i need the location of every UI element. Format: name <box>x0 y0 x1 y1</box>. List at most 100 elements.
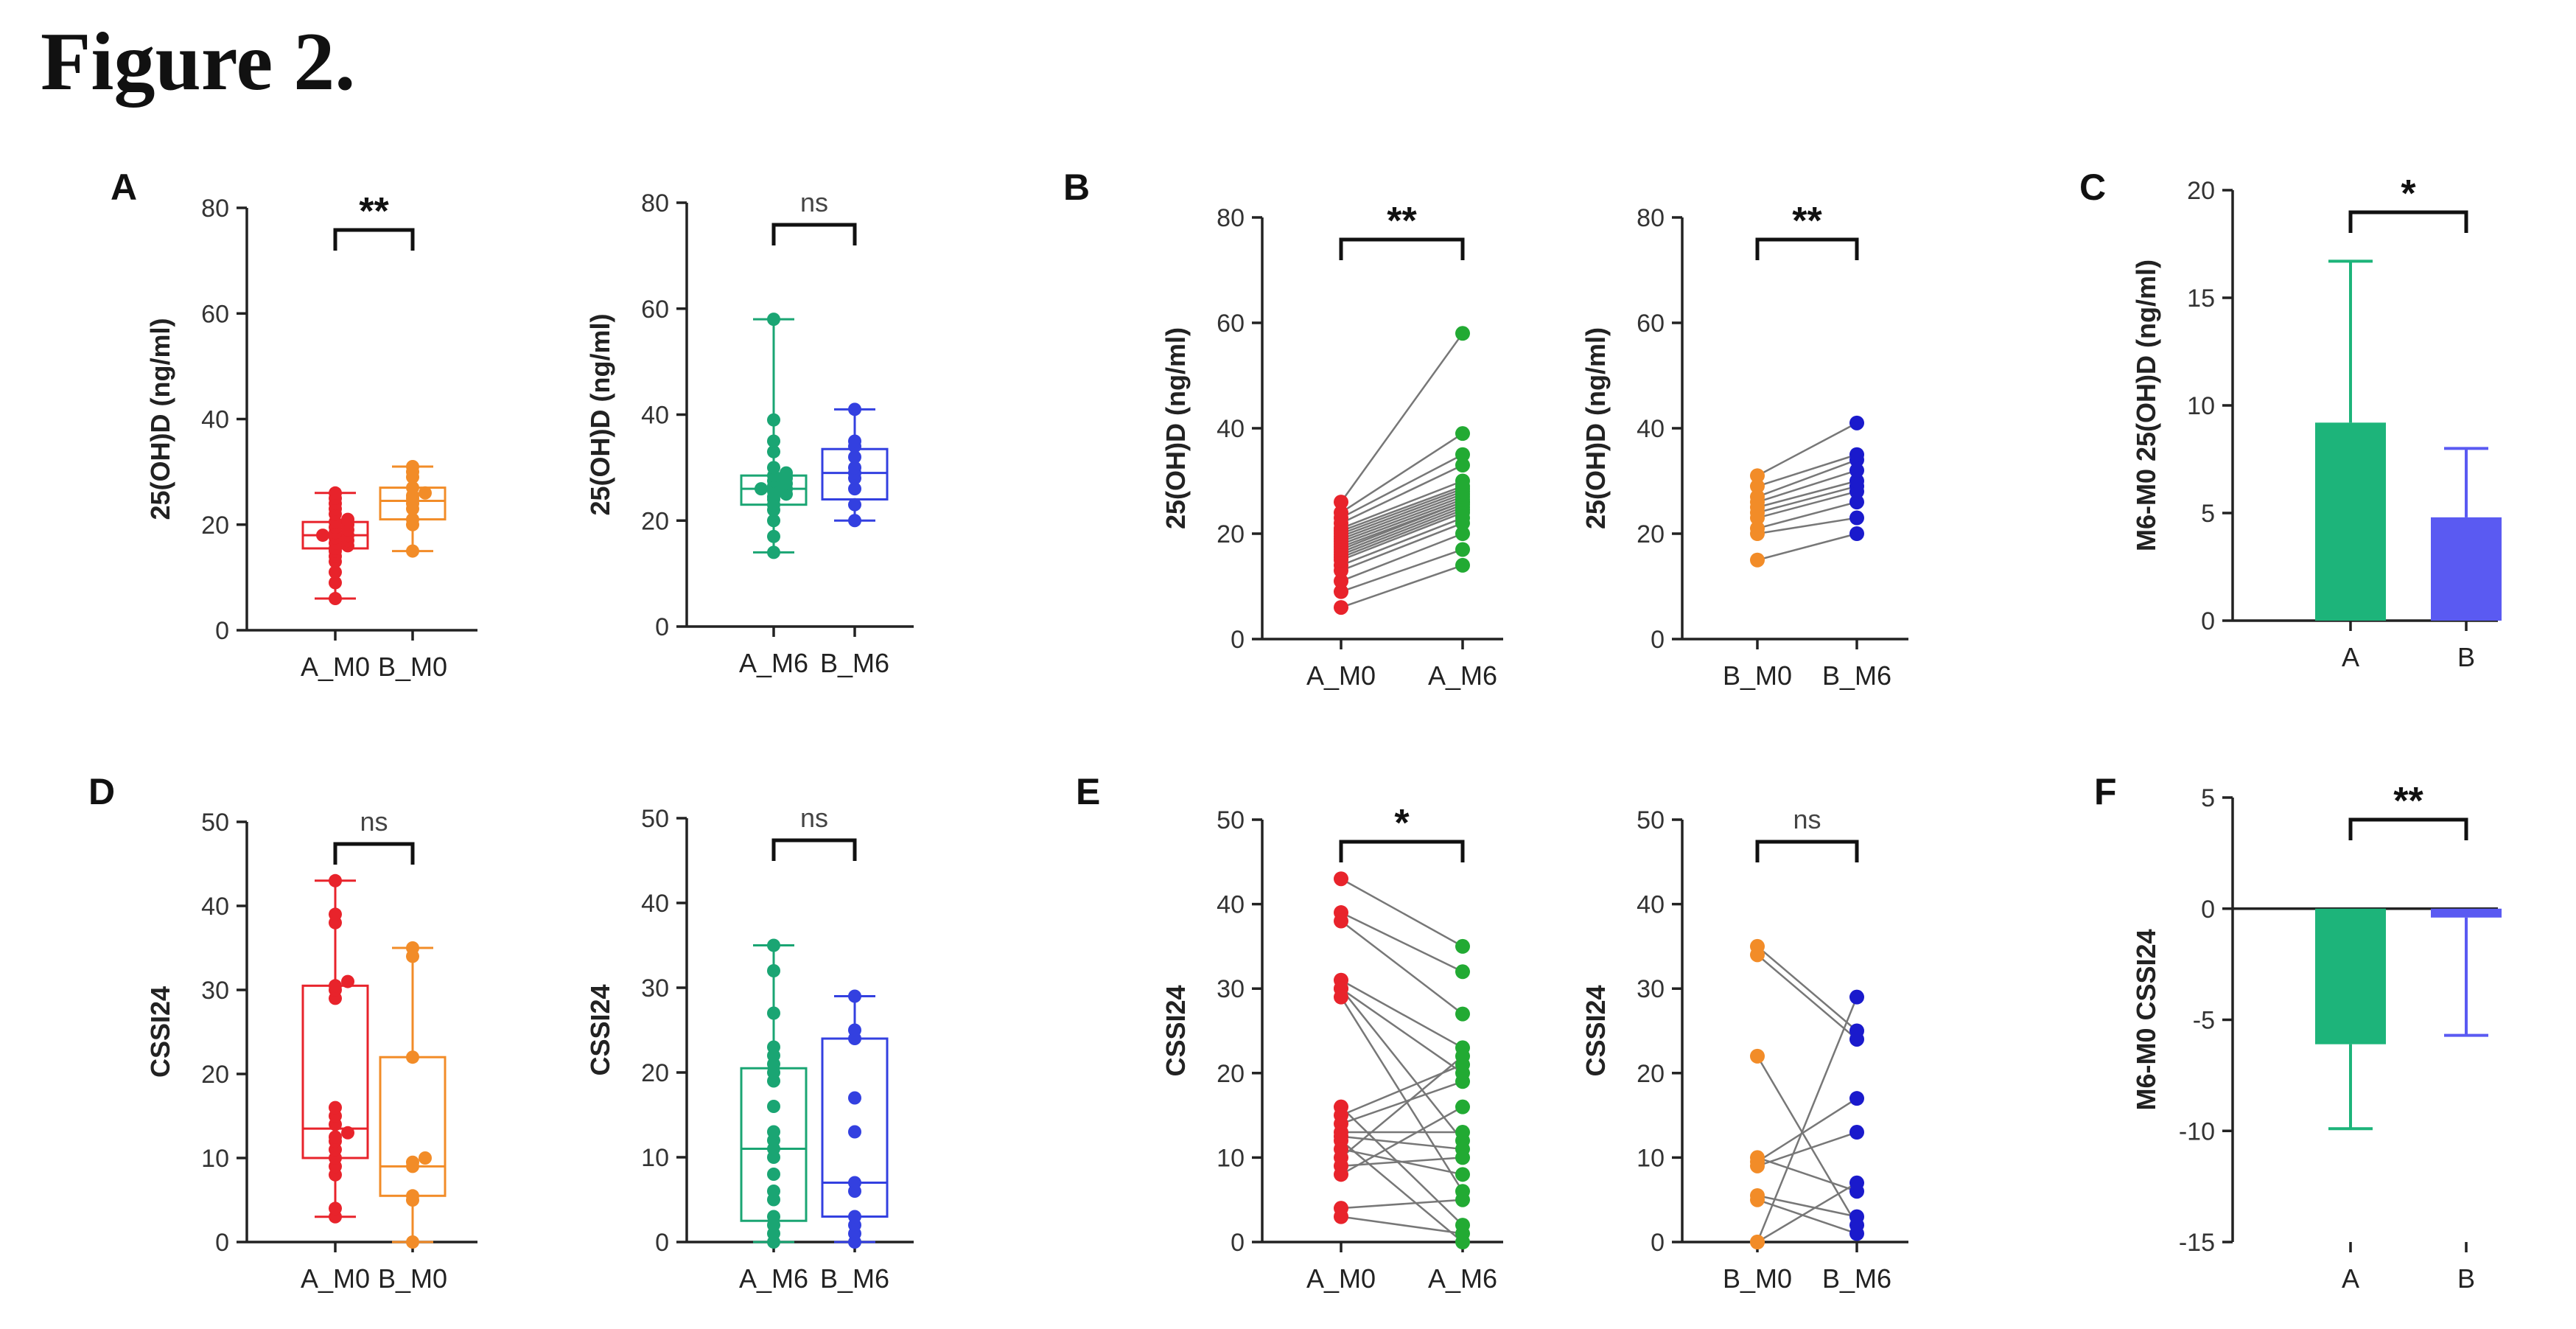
box-a_m6 <box>740 313 808 559</box>
y-tick-label: 20 <box>1637 520 1665 548</box>
data-point <box>1849 415 1864 430</box>
y-tick-label: 30 <box>1637 975 1665 1003</box>
figure-title: Figure 2. <box>41 16 356 108</box>
panel-label-a: A <box>111 167 138 208</box>
y-tick-label: 60 <box>641 296 669 324</box>
y-tick-label: 0 <box>1231 1229 1245 1257</box>
x-tick-label: B <box>2457 1263 2475 1294</box>
pair-connector <box>1340 1140 1463 1243</box>
pair-connector <box>1756 1056 1858 1226</box>
data-point <box>1455 542 1470 557</box>
significance-label: ns <box>800 803 828 833</box>
box-a_m0 <box>301 873 369 1224</box>
data-point <box>329 592 342 606</box>
y-tick-label: 80 <box>1217 204 1245 232</box>
pair-connector <box>1757 422 1858 477</box>
data-point <box>329 1201 342 1215</box>
y-tick-label: 0 <box>1651 1229 1665 1257</box>
data-point <box>329 565 342 579</box>
significance-label: * <box>1394 802 1410 845</box>
pair-connector <box>1757 532 1858 561</box>
data-point <box>1849 473 1864 489</box>
data-point <box>406 481 419 495</box>
bar-a <box>2315 422 2386 621</box>
bar-a <box>2315 908 2386 1044</box>
x-tick-label: A_M6 <box>739 1263 808 1294</box>
y-tick-label: 0 <box>215 617 229 645</box>
data-point <box>341 974 354 988</box>
data-point <box>1455 964 1470 980</box>
y-tick-label: 40 <box>1637 891 1665 919</box>
y-tick-label: 20 <box>641 1059 669 1087</box>
x-tick-label: A_M0 <box>1306 1263 1376 1294</box>
x-tick-label: A_M0 <box>301 652 370 682</box>
y-tick-label: 30 <box>201 977 229 1005</box>
y-tick-label: 50 <box>641 805 669 833</box>
significance-bracket <box>333 842 415 865</box>
pair-connector <box>1757 490 1858 519</box>
y-tick-label: 50 <box>1637 806 1665 834</box>
significance-label: ns <box>1793 804 1821 834</box>
data-point <box>848 1125 861 1139</box>
pair-connector <box>1757 458 1858 498</box>
y-tick-label: 40 <box>641 890 669 918</box>
pair-connector <box>1340 878 1463 947</box>
box-b_m6 <box>821 402 889 528</box>
chart-a2: 0 20 40 60 80 25(OH)D (ng/ml) A_M6 B_M6 ns <box>585 187 914 678</box>
data-point <box>1455 526 1470 541</box>
x-tick-label: B <box>2457 642 2475 672</box>
y-tick-label: 50 <box>201 809 229 837</box>
pair-connector <box>1340 453 1463 519</box>
y-axis-label: 25(OH)D (ng/ml) <box>145 318 175 520</box>
data-point <box>1750 1192 1765 1207</box>
data-point <box>1849 1125 1864 1140</box>
chart-f: -15 -10 -5 0 5 M6-M0 CSSI24 A B ** <box>2131 780 2502 1294</box>
pair-connector <box>1340 1215 1463 1235</box>
x-tick-label: B_M0 <box>378 652 447 682</box>
data-point <box>1849 1226 1864 1241</box>
x-tick-label: B_M6 <box>1822 1263 1891 1294</box>
panel-label-e: E <box>1076 771 1101 812</box>
data-point <box>767 514 780 528</box>
y-tick-label: -10 <box>2179 1117 2215 1145</box>
data-point <box>1849 1031 1864 1047</box>
data-point <box>1849 1209 1864 1224</box>
data-point <box>848 1176 861 1190</box>
significance-label: ** <box>359 190 389 233</box>
y-axis-label: 25(OH)D (ng/ml) <box>585 314 615 516</box>
panel-label-c: C <box>2079 167 2107 208</box>
y-tick-label: 40 <box>201 406 229 434</box>
pair-connector <box>1340 500 1463 548</box>
data-point <box>1455 326 1470 341</box>
data-point <box>1455 1074 1470 1089</box>
data-point <box>1849 447 1864 462</box>
y-axis-label: CSSI24 <box>1161 985 1191 1076</box>
data-point <box>1750 1158 1765 1173</box>
pair-connector <box>1340 480 1463 530</box>
pair-connector <box>1340 522 1463 572</box>
y-tick-label: 20 <box>2187 177 2215 205</box>
data-point <box>1849 526 1864 541</box>
data-point <box>848 1023 861 1037</box>
y-tick-label: 10 <box>201 1145 229 1173</box>
pair-connector <box>1340 988 1463 1074</box>
data-point <box>1750 947 1765 963</box>
data-point <box>329 873 342 887</box>
data-point <box>755 482 768 496</box>
pair-connector <box>1340 332 1464 503</box>
data-point <box>848 498 861 512</box>
data-point <box>1750 1048 1765 1064</box>
data-point <box>406 1235 419 1249</box>
box-b_m0 <box>379 941 447 1249</box>
data-point <box>1455 1192 1470 1207</box>
x-tick-label: B_M0 <box>1723 1263 1792 1294</box>
pair-connector <box>1340 1081 1463 1125</box>
x-tick-label: B_M6 <box>820 1263 889 1294</box>
pair-connector <box>1757 954 1858 1040</box>
data-point <box>329 979 342 993</box>
significance-bracket <box>1339 840 1465 862</box>
x-tick-label: B_M6 <box>1822 660 1891 691</box>
data-point <box>1750 1235 1765 1249</box>
significance-bracket <box>771 223 857 245</box>
chart-e1: 0 10 20 30 40 50 CSSI24 A_M0 A_M6 * <box>1161 802 1503 1294</box>
